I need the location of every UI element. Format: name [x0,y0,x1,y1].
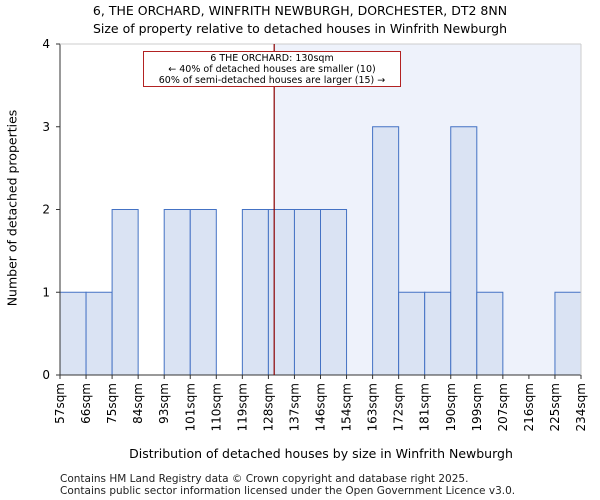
x-tick-label-181sqm: 181sqm [418,383,432,431]
annotation-line-2: ← 40% of detached houses are smaller (10… [168,64,376,75]
footer-licence: Contains public sector information licen… [60,485,516,497]
annotation-line-1: 6 THE ORCHARD: 130sqm [210,53,334,64]
x-tick-label-234sqm: 234sqm [574,383,588,431]
bar-225sqm [554,291,582,376]
x-tick-label-75sqm: 75sqm [105,383,119,424]
bar-57sqm [59,291,87,376]
bar-146sqm [320,209,348,376]
x-tick-label-216sqm: 216sqm [522,383,536,431]
x-tick-label-57sqm: 57sqm [53,383,67,424]
x-tick-label-199sqm: 199sqm [470,383,484,431]
x-tick-label-110sqm: 110sqm [209,383,223,431]
chart-title: Size of property relative to detached ho… [92,21,508,36]
footer-copyright: Contains HM Land Registry data © Crown c… [60,473,469,485]
x-tick-label-163sqm: 163sqm [366,383,380,431]
annotation-box: 6 THE ORCHARD: 130sqm ← 40% of detached … [143,51,401,87]
bar-163sqm [372,126,400,376]
x-tick-label-190sqm: 190sqm [444,383,458,431]
bar-66sqm [85,291,113,376]
x-tick-label-101sqm: 101sqm [183,383,197,431]
y-tick-label-1: 1 [42,285,50,299]
bar-119sqm [241,209,269,376]
x-tick-label-207sqm: 207sqm [496,383,510,431]
y-tick-label-0: 0 [42,368,50,382]
bar-172sqm [398,291,426,376]
bar-137sqm [293,209,322,376]
bar-128sqm [267,209,295,376]
bar-101sqm [189,209,217,376]
x-tick-label-137sqm: 137sqm [287,383,301,431]
x-tick-label-146sqm: 146sqm [314,383,328,431]
x-tick-label-84sqm: 84sqm [131,383,145,424]
y-tick-label-2: 2 [42,203,50,217]
x-tick-label-66sqm: 66sqm [79,383,93,424]
bar-199sqm [476,291,504,376]
y-tick-label-4: 4 [42,37,50,51]
x-tick-label-172sqm: 172sqm [392,383,406,431]
x-tick-label-225sqm: 225sqm [548,383,562,431]
bar-181sqm [424,291,452,376]
x-tick-label-128sqm: 128sqm [261,383,275,431]
x-axis-label: Distribution of detached houses by size … [129,446,513,461]
annotation-line-3: 60% of semi-detached houses are larger (… [158,75,386,86]
bar-75sqm [111,209,139,376]
x-tick-label-119sqm: 119sqm [235,383,249,431]
y-tick-label-3: 3 [42,120,50,134]
x-tick-label-154sqm: 154sqm [340,383,354,431]
x-tick-label-93sqm: 93sqm [157,383,171,424]
bar-190sqm [450,126,478,376]
bar-93sqm [163,209,191,376]
y-axis-label: Number of detached properties [4,109,20,307]
chart-title-address: 6, THE ORCHARD, WINFRITH NEWBURGH, DORCH… [92,3,508,18]
